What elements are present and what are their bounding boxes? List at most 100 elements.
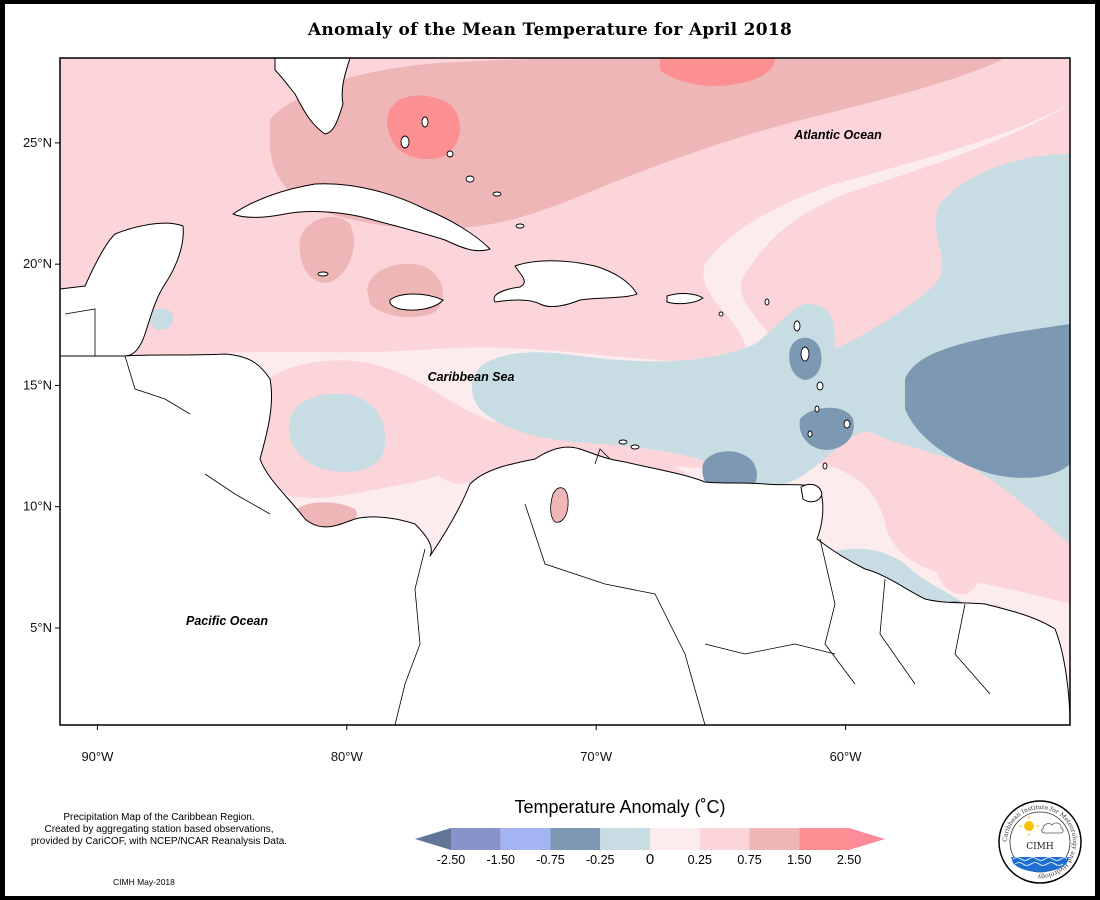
border-2 — [124, 355, 191, 415]
map-figure: Anomaly of the Mean Temperature for Apri… — [5, 4, 1095, 896]
map-footnote: Precipitation Map of the Caribbean Regio… — [5, 812, 313, 848]
island-guadeloupe — [793, 320, 801, 332]
island-aruba — [618, 439, 628, 445]
border-9 — [704, 643, 836, 655]
legend-label: -1.50 — [487, 853, 516, 867]
legend-label: 0.75 — [737, 853, 761, 867]
anomaly-zone-pink-south-1 — [935, 541, 981, 595]
lon-tick-label: 90°W — [81, 749, 114, 764]
island-st-vincent — [807, 430, 813, 438]
longitude-ticks: 90°W 80°W 70°W 60°W — [81, 725, 862, 764]
label-caribbean-sea: Caribbean Sea — [428, 370, 515, 384]
map-title: Anomaly of the Mean Temperature for Apri… — [307, 20, 793, 40]
footnote-line-2: Created by aggregating station based obs… — [44, 824, 274, 835]
border-7 — [879, 578, 916, 685]
border-5 — [524, 503, 706, 725]
cloud-icon — [1041, 822, 1064, 834]
legend-bin — [749, 828, 800, 850]
anomaly-zone-salmon-small-1 — [299, 216, 354, 283]
border-1 — [64, 308, 96, 356]
anomaly-zone-slate-east — [905, 324, 1070, 478]
legend-label: -0.25 — [586, 853, 615, 867]
legend-label: 0.25 — [688, 853, 712, 867]
legend-bins — [415, 828, 885, 850]
border-4 — [394, 548, 426, 725]
island-lesser-antilles-1 — [764, 298, 770, 306]
anomaly-zone-red-2 — [660, 58, 775, 87]
anomaly-zone-light-blue-west — [288, 393, 386, 472]
cimh-logo: Caribbean Institute for Meteorology and … — [998, 800, 1082, 884]
sun-icon — [1024, 821, 1034, 831]
island-bahamas-2 — [421, 116, 429, 128]
island-virgin — [718, 311, 724, 317]
legend-bin — [415, 828, 451, 850]
anomaly-zone-light-blue-main — [472, 154, 1070, 544]
small-islands — [317, 116, 851, 470]
latitude-ticks: 25°N 20°N 15°N 10°N 5°N — [23, 135, 60, 635]
color-legend: -2.50 -1.50 -0.75 -0.25 0 0.25 0.75 1.50 2.50 — [415, 828, 885, 868]
label-atlantic-ocean: Atlantic Ocean — [793, 128, 882, 142]
lake-maracaibo — [550, 487, 569, 523]
island-cayman — [317, 271, 329, 277]
credit-text: CIMH May-2018 — [113, 877, 175, 887]
anomaly-map: 25°N 20°N 15°N 10°N 5°N 90°W 80°W 70°W 60°W Atl… — [23, 57, 1071, 764]
lat-tick-label: 10°N — [23, 499, 52, 514]
map-frame — [59, 57, 1071, 726]
island-dominica — [800, 346, 810, 362]
anomaly-zone-light-blue-spot-1 — [149, 308, 174, 330]
land-hispaniola — [493, 260, 638, 308]
country-borders — [64, 308, 991, 725]
lat-tick-label: 20°N — [23, 256, 52, 271]
border-3 — [204, 473, 271, 515]
island-bahamas-5 — [492, 191, 502, 197]
island-st-lucia — [814, 405, 820, 413]
lat-tick-label: 15°N — [23, 377, 52, 392]
sun-rays-icon — [1019, 816, 1039, 836]
land-mexico-yucatan — [60, 222, 184, 357]
legend-bin — [650, 828, 700, 850]
legend-label: 2.50 — [837, 853, 861, 867]
island-curacao — [630, 444, 640, 450]
legend-bin — [550, 828, 601, 850]
anomaly-zone-salmon — [270, 58, 1005, 229]
border-6 — [819, 538, 856, 685]
legend-bin — [451, 828, 501, 850]
label-pacific-ocean: Pacific Ocean — [186, 614, 268, 628]
island-bahamas-1 — [400, 135, 410, 149]
lat-tick-label: 5°N — [30, 620, 52, 635]
island-martinique — [816, 381, 824, 391]
anomaly-field — [60, 58, 1070, 725]
lat-tick-label: 25°N — [23, 135, 52, 150]
land-cuba — [232, 183, 491, 252]
legend-label: -0.75 — [536, 853, 565, 867]
lon-tick-label: 80°W — [331, 749, 364, 764]
land-trinidad — [800, 483, 823, 503]
legend-labels: -2.50 -1.50 -0.75 -0.25 0 0.25 0.75 1.50 2.50 — [437, 851, 861, 868]
anomaly-zone-slate-2 — [799, 407, 854, 450]
island-bahamas-3 — [446, 150, 454, 158]
land-puerto-rico — [666, 293, 704, 305]
land-florida — [274, 58, 351, 135]
island-grenada — [822, 462, 828, 470]
land-masses — [60, 58, 1070, 725]
legend-bin — [849, 828, 885, 850]
legend-bin — [500, 828, 551, 850]
land-central-south-america — [60, 353, 1070, 725]
border-10 — [594, 448, 611, 465]
legend-bin — [799, 828, 849, 850]
legend-label: 0 — [646, 851, 654, 868]
island-turks — [515, 223, 525, 229]
island-bahamas-4 — [465, 175, 475, 183]
legend-title: Temperature Anomaly (˚C) — [514, 797, 726, 817]
lon-tick-label: 70°W — [580, 749, 613, 764]
legend-bin — [699, 828, 750, 850]
logo-name: CIMH — [1026, 842, 1054, 852]
legend-label: -2.50 — [437, 853, 466, 867]
legend-label: 1.50 — [787, 853, 811, 867]
island-barbados — [843, 419, 851, 429]
legend-bin — [600, 828, 650, 850]
land-jamaica — [389, 293, 444, 311]
footnote-line-1: Precipitation Map of the Caribbean Regio… — [63, 812, 255, 823]
lon-tick-label: 60°W — [830, 749, 863, 764]
footnote-line-3: provided by CariCOF, with NCEP/NCAR Rean… — [30, 836, 288, 847]
